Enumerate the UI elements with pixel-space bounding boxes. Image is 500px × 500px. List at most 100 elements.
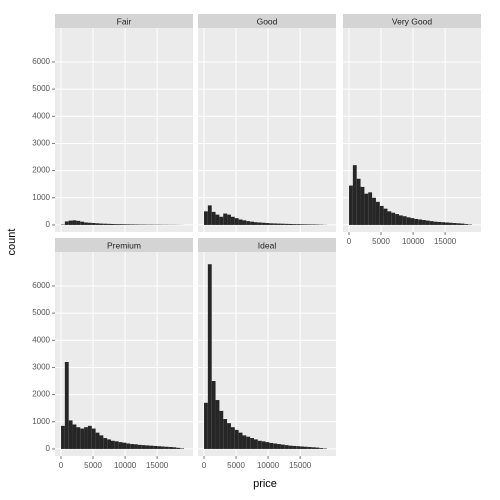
bar <box>448 222 453 225</box>
bar <box>261 441 266 449</box>
bar <box>76 427 81 449</box>
bar <box>261 222 266 225</box>
bar <box>414 218 419 225</box>
bar <box>296 446 301 449</box>
strip-label: Very Good <box>392 16 432 26</box>
bar <box>72 220 77 225</box>
bar <box>238 432 243 449</box>
bar <box>215 214 220 225</box>
bar <box>211 211 216 225</box>
bar <box>207 205 212 225</box>
x-tick-label: 0 <box>59 461 64 470</box>
bar <box>391 212 396 225</box>
bar <box>303 224 308 225</box>
bar <box>227 423 231 449</box>
bar <box>246 436 251 449</box>
bar <box>422 220 426 225</box>
bar <box>375 201 380 225</box>
bar <box>180 448 185 449</box>
x-tick-label: 5000 <box>227 461 245 470</box>
bar <box>418 219 423 225</box>
y-tick-label: 1000 <box>32 193 50 202</box>
bar <box>223 419 228 449</box>
x-tick-label: 0 <box>347 237 352 246</box>
panel <box>198 28 336 232</box>
bar <box>269 223 274 225</box>
bar <box>84 427 88 449</box>
bar <box>114 224 119 225</box>
y-tick-label: 4000 <box>32 111 50 120</box>
bar <box>172 447 177 449</box>
bar <box>230 427 235 449</box>
panel <box>55 28 193 232</box>
bar <box>207 264 212 449</box>
bar <box>277 444 281 449</box>
bar <box>91 428 96 449</box>
bar <box>246 221 251 225</box>
bar <box>215 400 220 449</box>
bar <box>176 447 181 449</box>
bar <box>168 447 173 449</box>
y-tick-label: 6000 <box>32 281 50 290</box>
bar <box>288 223 293 225</box>
bar <box>126 443 131 449</box>
bar <box>452 223 457 225</box>
bar <box>61 425 65 449</box>
bar <box>157 446 161 449</box>
y-tick-label: 3000 <box>32 139 50 148</box>
bar <box>234 429 239 449</box>
y-tick-label: 2000 <box>32 390 50 399</box>
bar <box>242 435 247 449</box>
bar <box>319 448 324 449</box>
bar <box>110 440 115 449</box>
bar <box>349 185 353 225</box>
bar <box>410 218 415 225</box>
bar <box>103 438 108 449</box>
strip-label: Ideal <box>258 240 277 250</box>
strip <box>55 238 193 252</box>
bar <box>227 214 231 225</box>
bar <box>307 224 312 225</box>
x-axis-title: price <box>253 478 277 490</box>
y-axis-title: count <box>6 229 18 256</box>
y-tick-label: 5000 <box>32 308 50 317</box>
bar <box>134 444 138 449</box>
bar <box>445 222 449 225</box>
x-tick-label: 15000 <box>434 237 457 246</box>
bar <box>292 445 297 449</box>
strip-label: Good <box>257 16 278 26</box>
bar <box>315 447 320 449</box>
bar <box>284 445 289 449</box>
bar <box>437 221 442 225</box>
bar <box>277 223 281 225</box>
bar <box>219 216 224 225</box>
bar <box>300 224 304 225</box>
bar <box>107 439 111 449</box>
bar <box>250 438 254 449</box>
strip <box>55 14 193 28</box>
bar <box>87 222 92 225</box>
bar <box>87 425 92 449</box>
bar <box>402 216 407 225</box>
bar <box>257 222 262 225</box>
bar <box>64 221 69 225</box>
y-tick-label: 5000 <box>32 84 50 93</box>
bar <box>307 447 312 449</box>
y-tick-label: 6000 <box>32 57 50 66</box>
bar <box>122 442 127 449</box>
bar <box>219 410 224 449</box>
bar <box>280 444 285 449</box>
bar <box>356 178 361 225</box>
bar <box>64 362 69 449</box>
bar <box>230 216 235 225</box>
bar <box>126 224 131 225</box>
bar <box>253 222 258 225</box>
bar <box>464 224 469 225</box>
bar <box>379 205 384 225</box>
bar <box>398 215 403 225</box>
bar <box>149 445 154 449</box>
bar <box>204 211 208 225</box>
bar <box>99 223 104 225</box>
bar <box>296 224 301 225</box>
